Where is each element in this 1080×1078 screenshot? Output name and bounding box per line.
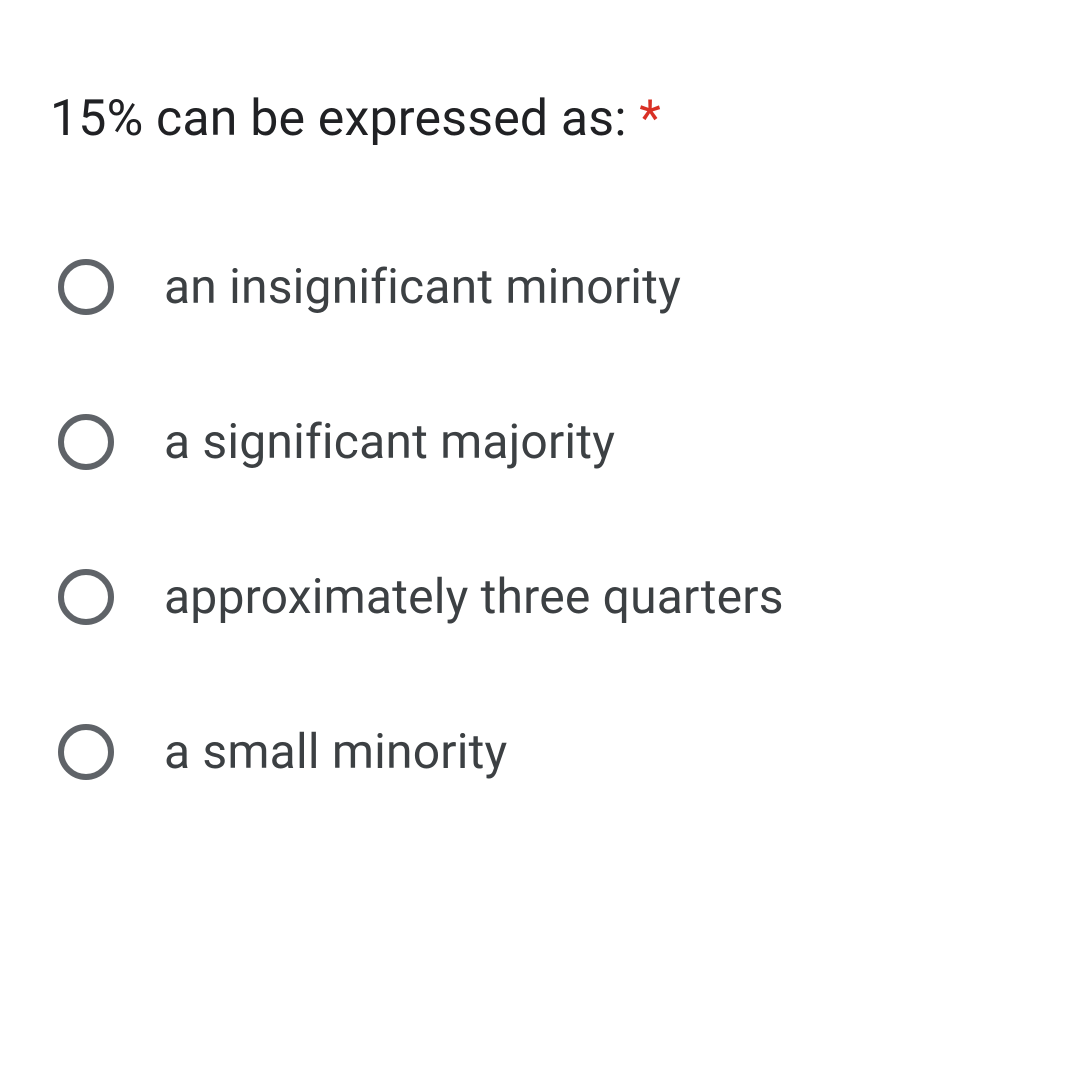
question-container: 15% can be expressed as: * an insignific… [50,90,1030,780]
options-list: an insignificant minority a significant … [50,258,1030,780]
option-row-2[interactable]: approximately three quarters [58,568,1030,625]
radio-icon[interactable] [58,569,114,625]
question-label: 15% can be expressed as: [50,90,639,148]
option-label: an insignificant minority [164,258,681,315]
radio-icon[interactable] [58,414,114,470]
required-asterisk: * [639,90,661,148]
option-label: a small minority [164,723,507,780]
option-row-0[interactable]: an insignificant minority [58,258,1030,315]
option-label: approximately three quarters [164,568,784,625]
option-row-1[interactable]: a significant majority [58,413,1030,470]
radio-icon[interactable] [58,259,114,315]
option-row-3[interactable]: a small minority [58,723,1030,780]
option-label: a significant majority [164,413,615,470]
radio-icon[interactable] [58,724,114,780]
question-text: 15% can be expressed as: * [50,90,1030,148]
